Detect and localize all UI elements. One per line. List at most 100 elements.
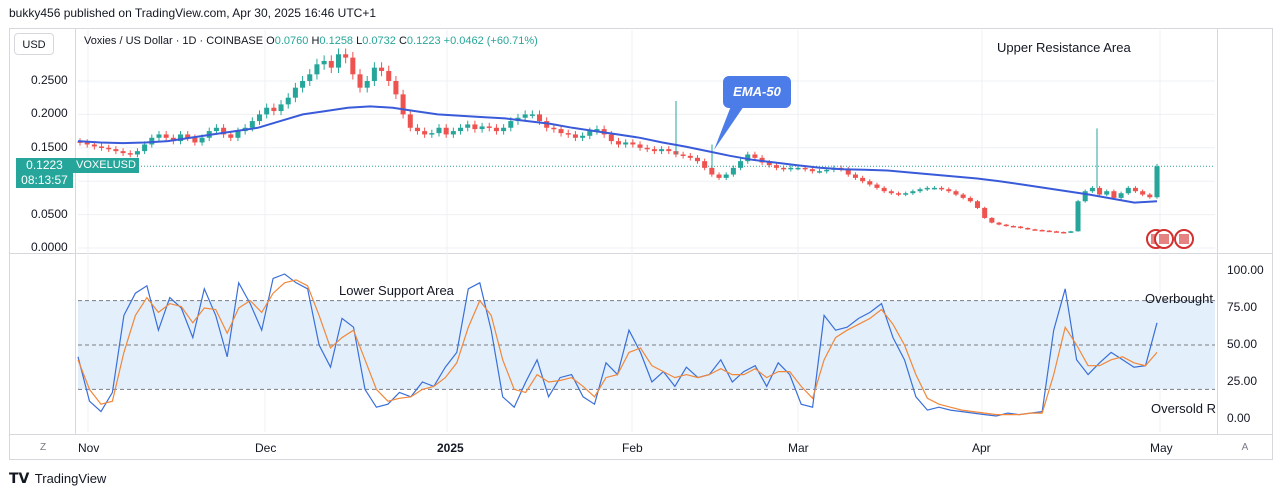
candle-body: [687, 155, 693, 158]
candle-body: [953, 191, 959, 195]
candle-body: [292, 87, 298, 98]
candle-body: [666, 149, 672, 152]
candle-body: [644, 147, 650, 150]
candle-body: [917, 189, 923, 192]
candle-body: [221, 127, 227, 135]
candle-body: [493, 127, 499, 132]
candle-body: [967, 197, 973, 202]
publisher-credit: bukky456 published on TradingView.com, A…: [9, 6, 377, 20]
candle-body: [300, 81, 306, 88]
candle-body: [867, 181, 873, 185]
ema-callout-pointer: [714, 106, 744, 150]
candle-body: [680, 154, 686, 156]
change-value: +0.0462 (+60.71%): [443, 35, 538, 47]
price-tick-label: 0.2000: [31, 106, 68, 121]
candle-body: [486, 126, 492, 128]
candle-body: [738, 161, 744, 168]
candle-body: [314, 64, 320, 75]
open-value: 0.0760: [274, 35, 309, 47]
candle-body: [1089, 187, 1095, 192]
candle-body: [572, 134, 578, 138]
candle-body: [824, 169, 830, 172]
oscillator-tick-label: 75.00: [1227, 300, 1258, 314]
candle-body: [393, 81, 399, 95]
candle-body: [874, 184, 880, 188]
candle-body: [745, 154, 751, 162]
candle-body: [307, 74, 313, 81]
candle-body: [723, 174, 729, 178]
candle-body: [458, 127, 464, 132]
candle-body: [1154, 166, 1160, 198]
time-tick-label: Nov: [78, 441, 100, 455]
auto-scale-button[interactable]: A: [1241, 442, 1249, 453]
candle-body: [328, 60, 334, 68]
candle-body: [350, 57, 356, 75]
time-tick-label: Feb: [622, 441, 643, 455]
candle-body: [565, 133, 571, 135]
candle-body: [996, 222, 1002, 225]
candle-body: [615, 141, 622, 145]
candle-body: [651, 149, 657, 152]
time-tick-label: Dec: [255, 441, 277, 455]
ema-50-callout[interactable]: EMA-50: [723, 76, 791, 108]
candle-body: [321, 60, 327, 65]
candle-body: [501, 127, 507, 132]
lower-support-annotation[interactable]: Lower Support Area: [339, 283, 454, 298]
last-price-value: 0.1223: [16, 158, 73, 173]
chart-frame: [9, 28, 1273, 460]
pane-separator[interactable]: [9, 253, 1273, 254]
candle-body: [156, 134, 162, 138]
zoom-button[interactable]: Z: [39, 442, 47, 453]
brand-name: TradingView: [34, 471, 107, 486]
candle-body: [465, 124, 471, 128]
left-price-axis[interactable]: [9, 28, 76, 434]
candle-body: [1082, 191, 1088, 202]
candle-body: [551, 127, 557, 130]
oversold-annotation[interactable]: Oversold R: [1151, 401, 1217, 416]
candle-body: [1118, 193, 1124, 198]
candle-body: [896, 193, 902, 195]
candle-body: [903, 193, 909, 195]
candle-body: [809, 169, 815, 172]
candle-body: [580, 135, 586, 138]
high-label: H: [311, 35, 320, 47]
time-tick-label: Apr: [972, 441, 991, 455]
candle-body: [1010, 225, 1016, 228]
candle-body: [766, 162, 772, 166]
candle-body: [845, 169, 851, 175]
candle-body: [931, 187, 937, 190]
candle-body: [1097, 187, 1103, 195]
candle-body: [795, 167, 801, 170]
candle-body: [1075, 201, 1081, 232]
upper-resistance-annotation[interactable]: Upper Resistance Area: [997, 40, 1131, 55]
close-label: C: [398, 35, 407, 47]
candle-body: [594, 129, 600, 132]
candle-body: [472, 124, 478, 130]
candle-body: [142, 144, 148, 152]
candle-body: [228, 134, 234, 138]
time-tick-label: 2025: [437, 441, 464, 455]
candle-body: [752, 154, 758, 158]
candle-body: [637, 144, 643, 148]
overbought-annotation[interactable]: Overbought: [1145, 291, 1213, 306]
tradingview-brand: 𝗧𝗩 TradingView: [9, 470, 106, 487]
candle-body: [479, 126, 485, 130]
candle-body: [429, 133, 435, 135]
candle-body: [529, 114, 535, 116]
candle-body: [379, 67, 385, 71]
candle-body: [357, 74, 363, 88]
symbol-title[interactable]: Voxies / US Dollar · 1D · COINBASE: [84, 35, 264, 47]
currency-button[interactable]: USD: [14, 33, 54, 55]
candle-body: [285, 97, 291, 105]
candle-body: [371, 67, 377, 81]
candle-body: [386, 70, 392, 81]
candle-body: [199, 137, 205, 143]
candle-body: [84, 142, 90, 145]
candle-body: [1003, 224, 1009, 227]
candle-body: [443, 127, 449, 135]
candle-body: [127, 153, 133, 155]
close-value: 0.1223: [406, 35, 441, 47]
candle-body: [630, 142, 636, 145]
candle-body: [163, 134, 169, 138]
